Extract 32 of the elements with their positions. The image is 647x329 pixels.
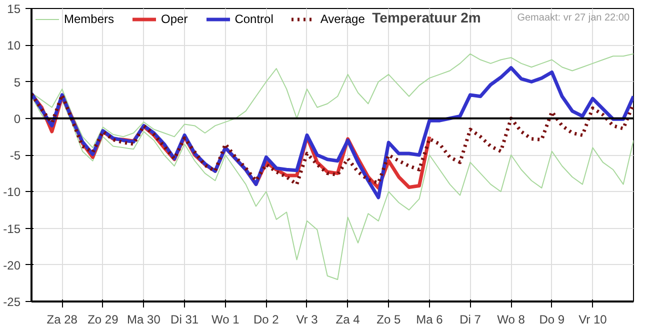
y-tick-label: -20 [3,258,21,272]
x-tick-label: Ma 30 [127,312,161,326]
x-tick-label: Za 28 [46,312,78,326]
y-tick-label: 5 [14,75,21,90]
y-tick-label: 15 [7,2,21,16]
x-tick-label: Do 9 [539,312,565,326]
x-tick-label: Ma 6 [416,312,444,326]
x-tick-label: Do 2 [254,312,280,326]
y-tick-label: -15 [3,222,21,236]
line-series [32,53,634,148]
x-tick-label: Vr 3 [296,312,318,326]
legend-label: Members [64,12,114,26]
y-tick-label: 10 [7,38,21,53]
x-tick-label: Za 4 [336,312,360,326]
x-tick-label: Zo 5 [376,312,401,326]
x-tick-label: Vr 10 [578,312,608,326]
chart-title: Temperatuur 2m [372,10,481,26]
y-tick-label: -10 [3,185,21,200]
x-tick-label: Wo 1 [211,312,240,326]
legend-label: Control [234,12,274,26]
line-series [32,92,634,186]
x-tick-label: Wo 8 [497,312,526,326]
legend-label: Oper [161,12,188,26]
x-tick-label: Di 7 [460,312,482,326]
y-tick-label: 0 [14,112,21,126]
line-series [32,96,634,280]
x-tick-label: Zo 29 [88,312,119,326]
x-tick-label: Di 31 [170,312,199,326]
y-tick-label: -25 [3,295,21,309]
y-tick-label: -5 [10,148,21,162]
annotation: Gemaakt: vr 27 jan 22:00 [517,12,630,24]
legend-label: Average [320,12,365,26]
